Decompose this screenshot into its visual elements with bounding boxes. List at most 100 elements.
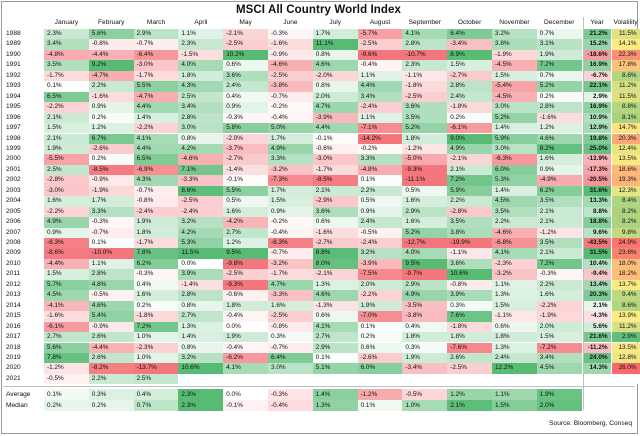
return-cell: 3.2%: [178, 217, 224, 228]
return-cell: -1.8%: [447, 102, 492, 113]
volatility-cell: 9.4%: [611, 290, 640, 301]
average-cell: 1.9%: [536, 389, 582, 401]
return-cell: 3.3%: [268, 154, 313, 165]
return-cell: 3.6%: [402, 102, 448, 113]
return-cell: 4.7%: [312, 102, 358, 113]
return-cell: 2.1%: [447, 164, 492, 176]
volatility-cell: 18.0%: [611, 258, 640, 270]
return-cell: 8.6%: [178, 185, 224, 197]
return-cell: -1.2%: [44, 363, 89, 374]
return-cell: -5.4%: [492, 81, 537, 92]
year-total-cell: -13.9%: [583, 154, 611, 165]
year-label: 2004: [6, 197, 21, 205]
year-total-cell: 10.9%: [583, 112, 611, 124]
return-cell: -0.4%: [268, 227, 313, 238]
year-label: 1992: [6, 71, 21, 79]
month-header: June: [283, 19, 298, 26]
return-cell: -1.7%: [312, 164, 358, 176]
return-cell: 4.6%: [312, 290, 358, 301]
return-cell: 6.4%: [268, 352, 313, 364]
return-cell: -5.7%: [357, 29, 403, 40]
return-cell: -1.1%: [447, 248, 492, 259]
return-cell: -2.4%: [357, 238, 403, 249]
return-cell: 0.0%: [223, 321, 268, 333]
return-cell: 0.9%: [223, 102, 268, 113]
return-cell: 0.1%: [357, 175, 403, 186]
return-cell: -5.0%: [402, 154, 448, 165]
return-cell: 7.8%: [44, 352, 89, 364]
return-cell: [312, 373, 358, 385]
return-cell: -13.7%: [133, 363, 179, 374]
volatility-cell: 19.3%: [611, 175, 640, 186]
year-total-cell: 31.5%: [583, 248, 611, 259]
return-cell: -3.2%: [268, 258, 313, 270]
return-cell: -2.7%: [447, 70, 492, 82]
volatility-cell: 24.9%: [611, 238, 640, 249]
volatility-cell: 23.6%: [611, 248, 640, 259]
return-cell: 2.8%: [88, 269, 134, 280]
return-cell: -3.3%: [268, 290, 313, 301]
return-cell: 9.5%: [223, 248, 268, 259]
return-cell: 2.7%: [44, 332, 89, 343]
year-total-cell: -20.5%: [583, 175, 611, 186]
volatility-cell: 14.7%: [611, 123, 640, 134]
year-label: 1993: [6, 82, 21, 90]
return-cell: -2.5%: [402, 91, 448, 103]
return-cell: -7.1%: [357, 123, 403, 134]
return-cell: -0.4%: [223, 311, 268, 322]
return-cell: -9.7%: [402, 269, 448, 280]
return-cell: 2.4%: [357, 217, 403, 228]
median-cell: 1.0%: [402, 400, 448, 412]
year-label: 2007: [6, 228, 21, 236]
month-header: November: [499, 19, 530, 26]
return-cell: -2.4%: [357, 102, 403, 113]
average-cell: 2.3%: [178, 389, 224, 401]
return-cell: -1.9%: [492, 49, 537, 61]
year-total-cell: 21.6%: [583, 332, 611, 343]
return-cell: 0.3%: [268, 332, 313, 343]
year-total-cell: 22.1%: [583, 81, 611, 92]
return-cell: -0.9%: [88, 175, 134, 186]
return-cell: 1.5%: [44, 123, 89, 134]
volatility-cell: 13.5%: [611, 154, 640, 165]
return-cell: 1.1%: [492, 279, 537, 291]
return-cell: -3.0%: [312, 154, 358, 165]
return-cell: -3.9%: [357, 258, 403, 270]
return-cell: 5.1%: [312, 363, 358, 374]
year-label: 1998: [6, 134, 21, 142]
year-total-cell: 13.4%: [583, 279, 611, 291]
return-cell: 1.0%: [133, 332, 179, 343]
volatility-cell: 8.2%: [611, 217, 640, 228]
return-cell: 4.4%: [312, 123, 358, 134]
return-cell: 3.4%: [44, 39, 89, 50]
return-cell: 0.4%: [223, 91, 268, 103]
return-cell: 1.8%: [223, 300, 268, 312]
return-cell: -7.2%: [536, 342, 582, 353]
return-cell: 10.2%: [223, 49, 268, 61]
year-total-cell: 12.9%: [583, 123, 611, 134]
return-cell: -3.5%: [402, 300, 448, 312]
volatility-cell: 13.7%: [611, 279, 640, 291]
return-cell: 9.0%: [447, 133, 492, 144]
return-cell: 5.3%: [178, 238, 224, 249]
year-label: 1989: [6, 40, 21, 48]
return-cell: 0.2%: [357, 332, 403, 343]
return-cell: 2.3%: [44, 29, 89, 40]
year-label: 2013: [6, 291, 21, 299]
return-cell: 0.9%: [268, 206, 313, 218]
return-cell: 2.6%: [88, 332, 134, 343]
return-cell: 2.8%: [447, 81, 492, 92]
return-cell: -1.6%: [312, 227, 358, 238]
return-cell: -5.5%: [44, 154, 89, 165]
return-cell: 3.0%: [492, 102, 537, 113]
return-cell: 8.2%: [536, 143, 582, 155]
return-cell: -0.8%: [268, 321, 313, 333]
return-cell: 3.5%: [536, 196, 582, 207]
return-cell: -1.7%: [133, 238, 179, 249]
return-cell: 3.3%: [88, 206, 134, 218]
return-cell: 0.2%: [447, 112, 492, 124]
return-cell: 4.1%: [402, 29, 448, 40]
return-cell: 5.9%: [492, 133, 537, 144]
return-cell: -3.0%: [133, 60, 179, 71]
month-header: September: [408, 19, 441, 26]
